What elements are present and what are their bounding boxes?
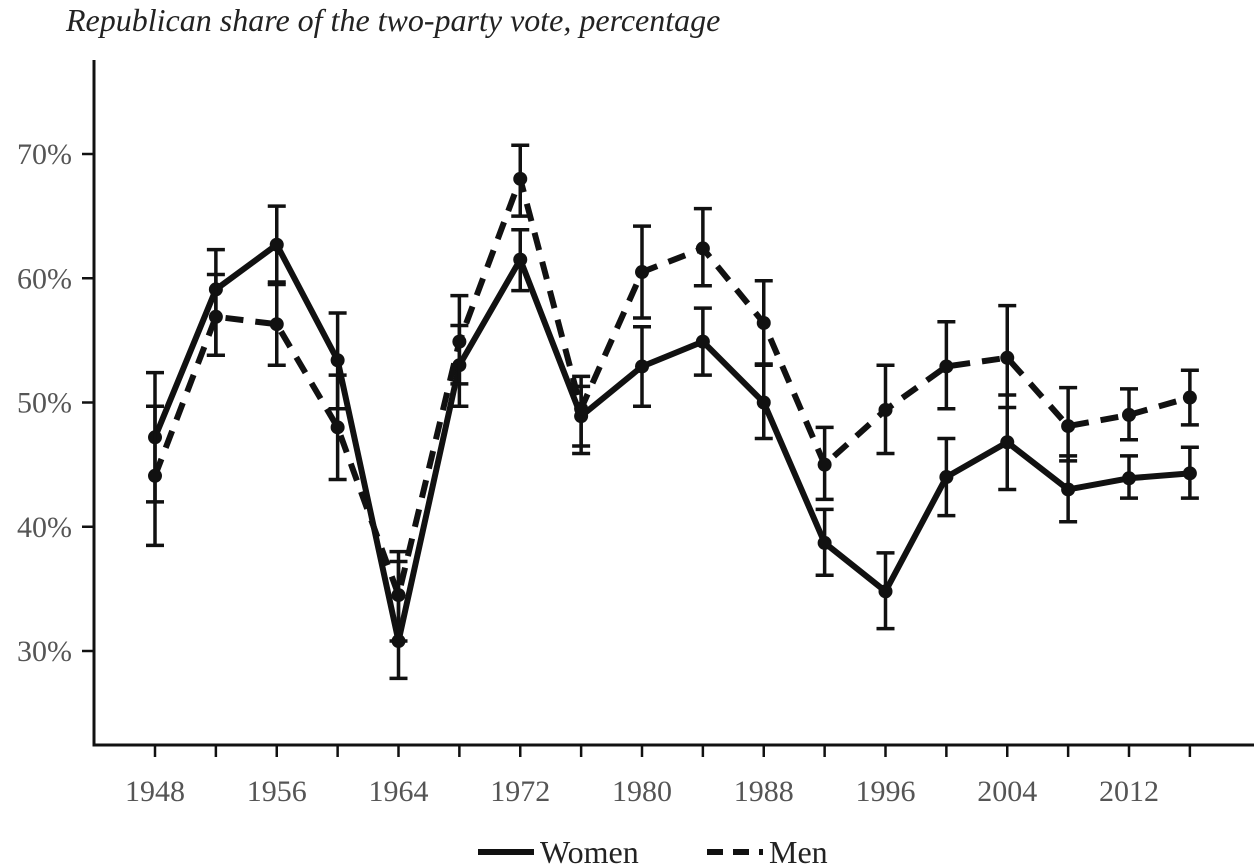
y-tick-label: 70% [17, 138, 72, 171]
men-data-point [452, 334, 467, 349]
y-tick-label: 30% [17, 635, 72, 668]
legend-label-women: Women [540, 834, 639, 865]
men-data-point [939, 359, 954, 374]
x-tick-label: 2004 [977, 775, 1037, 808]
x-tick-label: 1948 [125, 775, 185, 808]
men-data-point [330, 420, 345, 435]
y-tick-label: 60% [17, 262, 72, 295]
men-data-point [878, 402, 893, 417]
men-data-point [817, 457, 832, 472]
men-data-point [208, 309, 223, 324]
women-data-point [330, 353, 345, 368]
women-data-point [756, 395, 771, 410]
men-data-point [1061, 419, 1076, 434]
men-data-point [513, 171, 528, 186]
chart-title: Republican share of the two-party vote, … [66, 2, 721, 38]
women-data-point [1122, 471, 1136, 486]
men-data-point [1122, 407, 1136, 422]
women-data-point [817, 535, 832, 550]
x-tick-label: 1980 [612, 775, 672, 808]
men-data-point [756, 315, 771, 330]
x-tick-label: 1964 [369, 775, 429, 808]
men-data-point [269, 317, 284, 332]
men-data-point [635, 265, 649, 280]
women-data-point [1061, 482, 1076, 497]
women-data-point [635, 359, 649, 374]
x-tick-label: 2012 [1099, 775, 1159, 808]
women-data-point [1000, 435, 1015, 450]
men-data-point [1000, 350, 1015, 365]
x-tick-label: 1972 [490, 775, 550, 808]
x-tick-label: 1996 [856, 775, 916, 808]
women-series-line [152, 241, 1191, 645]
women-data-point [878, 584, 893, 599]
x-tick-label: 1988 [734, 775, 794, 808]
y-tick-label: 40% [17, 511, 72, 544]
y-tick-label: 50% [17, 387, 72, 420]
men-data-point [1182, 390, 1197, 405]
women-data-point [269, 237, 284, 252]
x-tick-label: 1956 [247, 775, 307, 808]
men-series-line [152, 175, 1191, 599]
women-data-point [939, 470, 954, 485]
women-data-point [695, 334, 710, 349]
women-data-point [1182, 466, 1197, 481]
legend-label-men: Men [769, 834, 828, 865]
men-data-point [148, 468, 162, 483]
women-data-point [513, 252, 528, 267]
men-data-point [695, 241, 710, 256]
men-data-point [574, 401, 589, 416]
men-data-point [391, 588, 406, 603]
